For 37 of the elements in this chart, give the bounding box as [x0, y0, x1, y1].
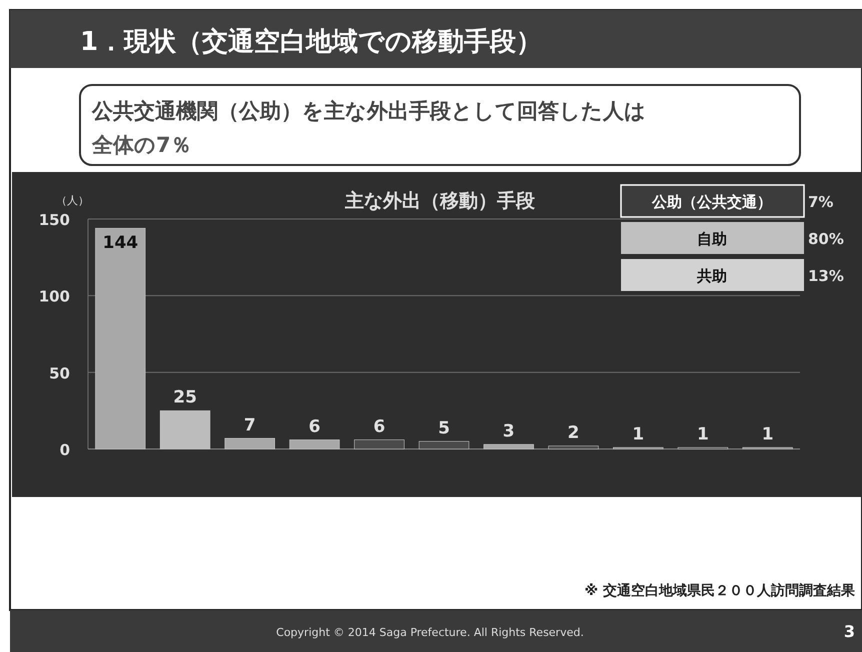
chart-title: 主な外出（移動）手段: [344, 190, 536, 212]
bar: [160, 410, 210, 450]
text: 80%: [808, 230, 844, 248]
y-axis-title: （人）: [56, 194, 89, 207]
y-tick-label: 0: [60, 441, 70, 459]
text: 7%: [808, 193, 834, 211]
bar: [289, 440, 340, 450]
data-label: 7: [244, 415, 256, 436]
text: 全体の7％: [91, 133, 192, 157]
data-label: 1: [696, 424, 709, 444]
data-label: 5: [438, 418, 450, 438]
data-label: 25: [173, 388, 197, 408]
data-label: 6: [373, 416, 386, 437]
annotation: 共助: [696, 267, 727, 285]
text: Copyright © 2014 Saga Prefecture. All Rights Reserved.: [276, 626, 584, 639]
bar: [224, 438, 275, 450]
text: ※ 交通空白地域県民２００人訪問調査結果: [584, 582, 856, 599]
text: 1．現状（交通空白地域での移動手段）: [80, 27, 542, 57]
bar: [95, 228, 146, 450]
text: 3: [844, 622, 855, 641]
data-label: 6: [308, 416, 320, 437]
data-label: 1: [632, 424, 644, 444]
data-label: 3: [502, 421, 515, 442]
y-tick-label: 50: [49, 364, 70, 382]
text: 13%: [808, 267, 844, 285]
bar: [354, 440, 404, 450]
data-label: 2: [568, 422, 580, 443]
data-label: 144: [102, 233, 138, 254]
y-tick-label: 100: [38, 288, 70, 306]
bar: [418, 441, 470, 450]
y-tick-label: 150: [38, 211, 70, 229]
bar: [484, 444, 534, 450]
annotation: 自助: [697, 230, 727, 248]
bar: [548, 446, 599, 450]
text: 公共交通機関（公助）を主な外出手段として回答した人は: [91, 99, 646, 123]
text: 公助（公共交通）: [652, 193, 772, 211]
data-label: 1: [762, 424, 774, 444]
